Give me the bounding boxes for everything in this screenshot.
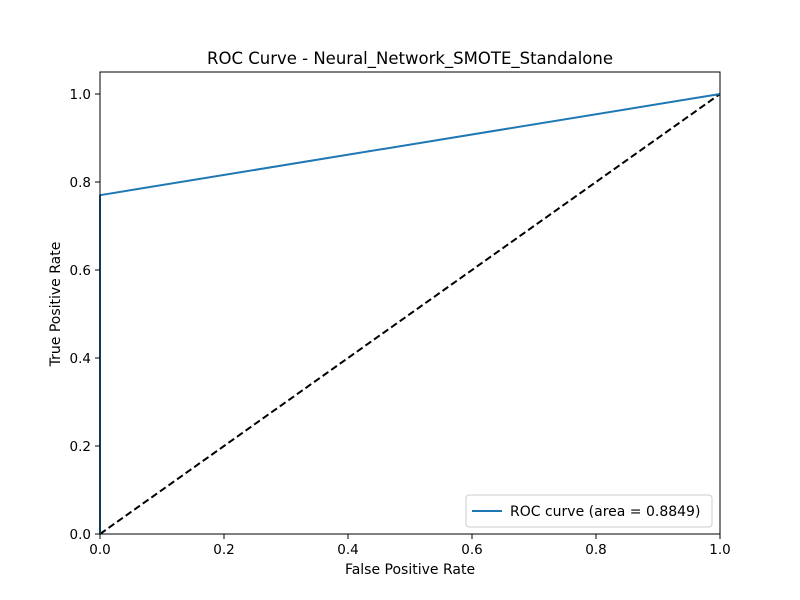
y-axis-label: True Positive Rate xyxy=(48,242,64,368)
chance-diagonal-line xyxy=(99,93,721,535)
y-tick-label: 1.0 xyxy=(70,87,91,103)
chart-title: ROC Curve - Neural_Network_SMOTE_Standal… xyxy=(207,49,613,69)
y-tick-label: 0.2 xyxy=(70,439,91,455)
x-axis-label: False Positive Rate xyxy=(345,562,475,578)
x-tick-label: 0.0 xyxy=(89,542,110,558)
plot-area xyxy=(99,71,721,535)
y-tick-label: 0.6 xyxy=(70,263,91,279)
x-tick-label: 0.4 xyxy=(337,542,358,558)
y-tick-label: 0.8 xyxy=(70,175,91,191)
legend: ROC curve (area = 0.8849) xyxy=(465,494,713,528)
plot-background xyxy=(100,72,720,534)
x-tick-label: 0.6 xyxy=(461,542,482,558)
x-axis: 0.0 0.2 0.4 0.6 0.8 1.0 xyxy=(89,534,731,558)
plot-frame xyxy=(99,71,721,535)
legend-box xyxy=(465,494,713,528)
x-tick-label: 0.8 xyxy=(585,542,606,558)
y-tick-label: 0.0 xyxy=(70,527,91,543)
x-tick-label: 0.2 xyxy=(213,542,234,558)
legend-label: ROC curve (area = 0.8849) xyxy=(510,504,700,520)
y-tick-label: 0.4 xyxy=(70,351,91,367)
x-tick-label: 1.0 xyxy=(709,542,730,558)
y-axis: 0.0 0.2 0.4 0.6 0.8 1.0 xyxy=(70,87,100,543)
